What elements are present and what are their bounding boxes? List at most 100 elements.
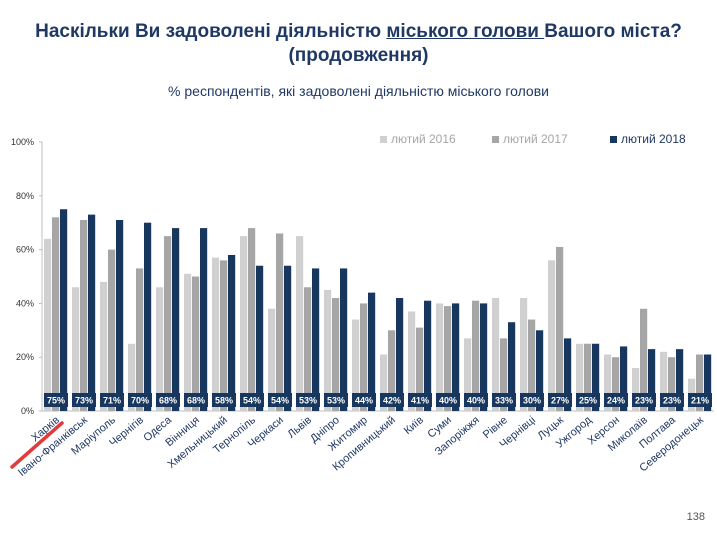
chart-subtitle: % респондентів, які задоволені діяльніст…	[168, 83, 549, 99]
bar-2017	[220, 260, 228, 411]
title-part2: Вашого міста?	[544, 21, 682, 42]
value-label: 23%	[663, 396, 681, 406]
bar-2017	[388, 330, 396, 411]
bar-2017	[556, 246, 564, 411]
value-label-box	[492, 393, 516, 407]
bar-2017	[472, 300, 480, 411]
value-label-box	[632, 393, 656, 407]
y-tick-label: 40%	[16, 298, 34, 308]
bar-2017	[332, 298, 340, 411]
bar-2018	[480, 303, 488, 411]
bar-2017	[360, 303, 368, 411]
bar-2016	[548, 260, 556, 411]
bar-2016	[520, 298, 528, 411]
bar-2017	[612, 357, 620, 411]
bar-2016	[352, 319, 360, 411]
bar-2016	[44, 238, 52, 411]
bar-2016	[576, 343, 584, 411]
value-label: 54%	[243, 396, 261, 406]
value-label: 68%	[159, 396, 177, 406]
legend-swatch	[492, 136, 499, 143]
bar-2018	[648, 349, 656, 411]
value-label-box	[688, 393, 712, 407]
bar-2016	[632, 367, 640, 411]
value-label-box	[352, 393, 376, 407]
value-label-box	[604, 393, 628, 407]
value-label: 58%	[215, 396, 233, 406]
value-label: 30%	[523, 396, 541, 406]
value-label: 24%	[607, 396, 625, 406]
legend-label: лютий 2017	[503, 132, 568, 146]
bar-2016	[660, 351, 668, 411]
legend-label: лютий 2016	[391, 132, 456, 146]
bar-2018	[424, 300, 432, 411]
legend-swatch	[610, 136, 617, 143]
bar-2017	[164, 236, 172, 411]
bar-2016	[268, 308, 276, 411]
value-label: 40%	[467, 396, 485, 406]
bar-2016	[128, 343, 136, 411]
y-tick-label: 80%	[16, 191, 34, 201]
value-label: 71%	[103, 396, 121, 406]
bar-2016	[100, 281, 108, 411]
bar-2016	[492, 298, 500, 411]
bar-2018	[564, 338, 572, 411]
bar-2018	[116, 220, 124, 411]
value-label-box	[100, 393, 124, 407]
legend-label: лютий 2018	[621, 132, 686, 146]
value-label-box	[156, 393, 180, 407]
value-label-box	[576, 393, 600, 407]
value-label: 68%	[187, 396, 205, 406]
bar-2018	[256, 265, 264, 411]
value-label: 53%	[299, 396, 317, 406]
bar-2017	[108, 249, 116, 411]
bar-2016	[212, 257, 220, 411]
bar-2017	[304, 287, 312, 411]
bar-2016	[408, 311, 416, 411]
value-label: 54%	[271, 396, 289, 406]
value-label: 33%	[495, 396, 513, 406]
bar-2018	[340, 268, 348, 411]
y-tick-label: 60%	[16, 245, 34, 255]
bar-2017	[584, 343, 592, 411]
bar-2018	[368, 292, 376, 411]
value-label: 21%	[691, 396, 709, 406]
bar-2017	[248, 228, 256, 411]
bar-2018	[536, 330, 544, 411]
bar-2018	[172, 228, 180, 411]
bar-2016	[156, 287, 164, 411]
bar-2018	[88, 214, 96, 411]
chart-title: Наскільки Ви задоволені діяльністю міськ…	[0, 20, 717, 68]
value-label-box	[408, 393, 432, 407]
value-label-box	[464, 393, 488, 407]
legend-swatch	[380, 136, 387, 143]
value-label: 27%	[551, 396, 569, 406]
bar-2018	[60, 209, 68, 411]
title-line2: (продовження)	[288, 45, 429, 66]
y-tick-label: 100%	[11, 137, 34, 147]
bar-2017	[192, 276, 200, 411]
bar-2017	[640, 308, 648, 411]
value-label: 73%	[75, 396, 93, 406]
bar-2017	[276, 233, 284, 411]
value-label-box	[212, 393, 236, 407]
value-label-box	[296, 393, 320, 407]
title-part1: Наскільки Ви задоволені діяльністю	[35, 21, 387, 42]
bar-2017	[528, 319, 536, 411]
value-label: 53%	[327, 396, 345, 406]
page-number: 138	[686, 511, 705, 523]
highlight-underline	[10, 421, 64, 469]
value-label: 41%	[411, 396, 429, 406]
value-label-box	[380, 393, 404, 407]
value-label: 42%	[383, 396, 401, 406]
value-label-box	[184, 393, 208, 407]
bar-2017	[416, 327, 424, 411]
value-label-box	[44, 393, 68, 407]
bar-2017	[52, 217, 60, 411]
bar-2016	[604, 354, 612, 411]
bar-2018	[200, 228, 208, 411]
bar-2016	[380, 354, 388, 411]
value-label-box	[548, 393, 572, 407]
value-label: 40%	[439, 396, 457, 406]
